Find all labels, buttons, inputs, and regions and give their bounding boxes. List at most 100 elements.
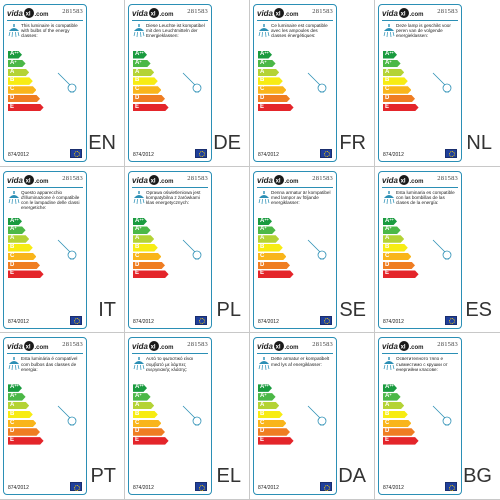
product-code: 281583 <box>62 174 83 182</box>
energy-class-bar: D <box>133 262 165 270</box>
vidaxl-logo: vida xl .com <box>382 174 428 186</box>
luminaire-icon <box>133 24 145 43</box>
energy-class-bar: A <box>8 402 29 410</box>
energy-class-text: E <box>385 103 390 110</box>
energy-class-text: B <box>385 410 390 417</box>
energy-class-bar: A+ <box>383 226 401 234</box>
header-divider <box>7 353 83 355</box>
energy-label: vida xl .com 281583 Осветителното тяло е съв… <box>378 337 462 496</box>
header-divider <box>132 186 208 188</box>
label-cell: vida xl .com 281583 Denna armatur är kompati… <box>250 166 375 334</box>
energy-class-text: D <box>260 94 265 101</box>
bulb-icon <box>306 238 328 267</box>
energy-label: vida xl .com 281583 Ce luminaire est compati… <box>253 4 337 162</box>
energy-class-bar: A <box>258 235 279 243</box>
energy-class-text: A <box>385 401 390 408</box>
energy-class-scale: A++ A+ A B C D E <box>8 218 48 280</box>
eu-flag-icon <box>445 149 457 158</box>
svg-text:.com: .com <box>410 179 424 185</box>
energy-class-text: A++ <box>10 51 19 57</box>
energy-class-text: C <box>10 86 15 93</box>
eu-flag-icon <box>320 315 332 325</box>
energy-class-text: B <box>260 77 265 84</box>
energy-class-text: A++ <box>260 51 269 57</box>
energy-class-text: A <box>10 401 15 408</box>
energy-class-text: C <box>10 419 15 426</box>
energy-class-bar: D <box>258 428 290 436</box>
vidaxl-logo: vida xl .com <box>132 7 178 19</box>
energy-class-text: D <box>135 428 140 435</box>
energy-class-bar: D <box>133 95 165 103</box>
label-cell: vida xl .com 281583 Diese Leuchte ist kompat… <box>125 0 250 167</box>
energy-class-text: A++ <box>385 217 394 224</box>
vidaxl-logo: vida xl .com <box>382 7 428 19</box>
bulb-icon <box>431 404 453 433</box>
svg-text:.com: .com <box>410 12 424 18</box>
energy-class-bar: C <box>383 253 411 261</box>
energy-class-text: C <box>260 252 265 259</box>
luminaire-icon <box>383 190 395 210</box>
energy-class-text: D <box>135 261 140 268</box>
energy-class-text: A++ <box>260 384 269 391</box>
energy-class-bar: A+ <box>8 226 26 234</box>
energy-class-text: A <box>385 68 390 75</box>
svg-text:vida: vida <box>382 342 399 351</box>
energy-class-text: C <box>135 86 140 93</box>
energy-class-bar: D <box>8 262 40 270</box>
energy-class-bar: A++ <box>383 384 397 392</box>
vidaxl-logo: vida xl .com <box>132 174 178 186</box>
luminaire-icon <box>8 24 20 43</box>
energy-class-bar: A++ <box>383 51 397 59</box>
energy-class-text: A+ <box>260 226 267 233</box>
energy-class-bar: E <box>133 104 169 112</box>
svg-text:vida: vida <box>257 9 274 18</box>
svg-text:.com: .com <box>285 12 299 18</box>
bulb-icon <box>181 404 203 433</box>
svg-text:vida: vida <box>132 9 149 18</box>
energy-class-text: C <box>385 419 390 426</box>
energy-class-text: A <box>260 68 265 75</box>
compatibility-statement: Deze lamp is geschikt voor peren van de … <box>396 23 451 39</box>
eu-flag-icon <box>445 315 457 325</box>
svg-text:xl: xl <box>276 12 281 18</box>
eu-flag-icon <box>195 149 207 158</box>
energy-class-text: C <box>260 419 265 426</box>
regulation-number: 874/2012 <box>383 485 404 492</box>
energy-class-text: C <box>260 86 265 93</box>
energy-class-bar: A <box>383 402 404 410</box>
energy-class-bar: C <box>383 420 411 428</box>
energy-class-text: A+ <box>10 59 17 66</box>
label-cell: vida xl .com 281583 Questo apparecchio d'ill… <box>0 166 125 334</box>
energy-class-bar: A <box>133 235 154 243</box>
bulb-icon <box>56 404 78 433</box>
energy-class-bar: C <box>133 253 161 261</box>
regulation-number: 874/2012 <box>133 485 154 492</box>
energy-class-bar: D <box>383 95 415 103</box>
compatibility-statement: This luminaire is compatible with bulbs … <box>21 23 78 39</box>
energy-class-text: E <box>260 270 265 277</box>
energy-class-bar: D <box>8 428 40 436</box>
language-code: SE <box>339 298 366 321</box>
energy-class-bar: B <box>133 244 158 252</box>
svg-text:vida: vida <box>132 342 149 351</box>
energy-label: vida xl .com 281583 Denna armatur är kompati… <box>253 170 337 329</box>
energy-class-text: D <box>385 428 390 435</box>
energy-label: vida xl .com 281583 This luminaire is compat… <box>3 4 87 162</box>
compatibility-statement: Ce luminaire est compatible avec les amp… <box>271 23 328 39</box>
energy-class-bar: A++ <box>8 51 22 59</box>
energy-class-text: D <box>385 94 390 101</box>
energy-class-bar: E <box>133 270 169 278</box>
header-divider <box>257 353 333 355</box>
energy-class-scale: A++ A+ A B C D E <box>383 51 423 113</box>
energy-class-text: A+ <box>385 59 392 66</box>
energy-class-bar: A++ <box>133 218 147 226</box>
energy-class-bar: A+ <box>383 393 401 401</box>
compatibility-statement: Esta luminaria es compatible con las bom… <box>396 189 455 206</box>
product-code: 281583 <box>187 174 208 182</box>
eu-flag-icon <box>195 482 207 492</box>
energy-class-scale: A++ A+ A B C D E <box>133 384 173 446</box>
product-code: 281583 <box>62 8 83 15</box>
label-cell: vida xl .com 281583 Oprawa oświetleniowa jes… <box>125 166 250 334</box>
svg-text:vida: vida <box>7 9 24 18</box>
regulation-number: 874/2012 <box>383 318 404 325</box>
